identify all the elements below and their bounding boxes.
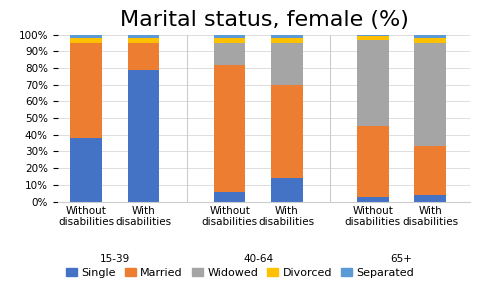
Bar <box>357 39 389 126</box>
Bar <box>214 38 245 43</box>
Bar <box>357 126 389 197</box>
Bar <box>357 197 389 202</box>
Text: 65+: 65+ <box>391 254 412 264</box>
Bar <box>214 65 245 192</box>
Title: Marital status, female (%): Marital status, female (%) <box>120 10 408 30</box>
Bar <box>71 35 102 38</box>
Legend: Single, Married, Widowed, Divorced, Separated: Single, Married, Widowed, Divorced, Sepa… <box>61 264 419 283</box>
Text: 15-39: 15-39 <box>100 254 130 264</box>
Bar <box>71 43 102 138</box>
Bar <box>357 35 389 36</box>
Bar <box>214 192 245 202</box>
Bar <box>415 38 446 43</box>
Bar <box>415 43 446 147</box>
Bar <box>128 38 159 43</box>
Bar <box>214 43 245 65</box>
Bar <box>415 195 446 202</box>
Bar <box>357 36 389 39</box>
Text: 40-64: 40-64 <box>243 254 273 264</box>
Bar <box>271 85 303 178</box>
Bar <box>214 35 245 38</box>
Bar <box>128 70 159 202</box>
Bar <box>271 38 303 43</box>
Bar <box>415 35 446 38</box>
Bar <box>271 43 303 85</box>
Bar <box>128 43 159 70</box>
Bar <box>71 138 102 202</box>
Bar <box>71 38 102 43</box>
Bar <box>271 35 303 38</box>
Bar <box>415 147 446 195</box>
Bar <box>271 178 303 202</box>
Bar <box>128 35 159 38</box>
